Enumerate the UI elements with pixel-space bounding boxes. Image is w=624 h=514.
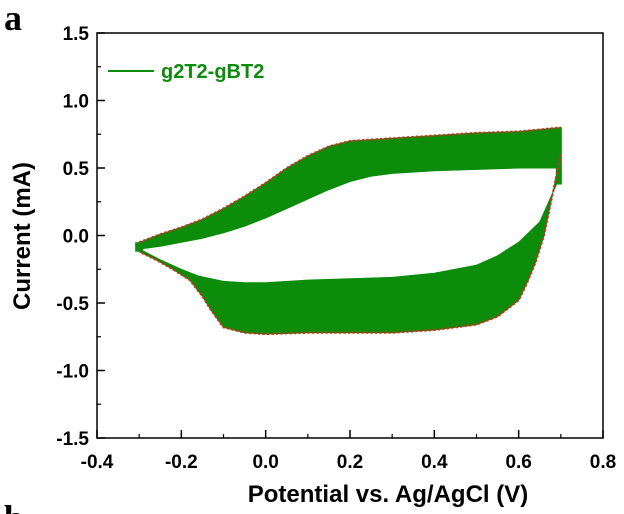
x-tick-label: 0.4: [421, 452, 448, 473]
legend: g2T2-gBT2: [108, 61, 264, 83]
y-tick-label: 1.0: [63, 92, 89, 113]
y-axis-label: Current (mA): [9, 162, 36, 310]
legend-label-g2T2-gBT2: g2T2-gBT2: [161, 61, 264, 83]
y-tick-label: -1.0: [56, 362, 89, 383]
x-tick-label: -0.4: [81, 452, 114, 473]
x-tick-label: -0.2: [165, 452, 198, 473]
envelope-lower: [138, 154, 562, 336]
x-axis-label: Potential vs. Ag/AgCl (V): [248, 481, 528, 508]
y-tick-label: 0.5: [63, 159, 90, 180]
x-tick-label: 0.6: [505, 452, 531, 473]
plot-area: [135, 126, 562, 336]
panel-label-b: b: [4, 498, 24, 514]
envelope-upper: [138, 126, 561, 244]
series-band-upper: [138, 126, 562, 250]
panel-label-a: a: [4, 0, 22, 38]
x-tick-label: 0.8: [590, 452, 616, 473]
y-tick-label: 1.5: [63, 24, 90, 45]
y-tick-label: 0.0: [63, 227, 89, 248]
y-tick-label: -1.5: [56, 429, 89, 450]
series-band-lower: [138, 154, 562, 335]
x-tick-label: 0.0: [252, 452, 278, 473]
y-tick-label: -0.5: [56, 294, 89, 315]
x-axis-ticks: -0.4 -0.2 0.0 0.2 0.4 0.6 0.8: [81, 430, 616, 473]
y-axis-ticks: -1.5 -1.0 -0.5 0.0 0.5 1.0 1.5: [56, 24, 105, 450]
x-tick-label: 0.2: [337, 452, 363, 473]
